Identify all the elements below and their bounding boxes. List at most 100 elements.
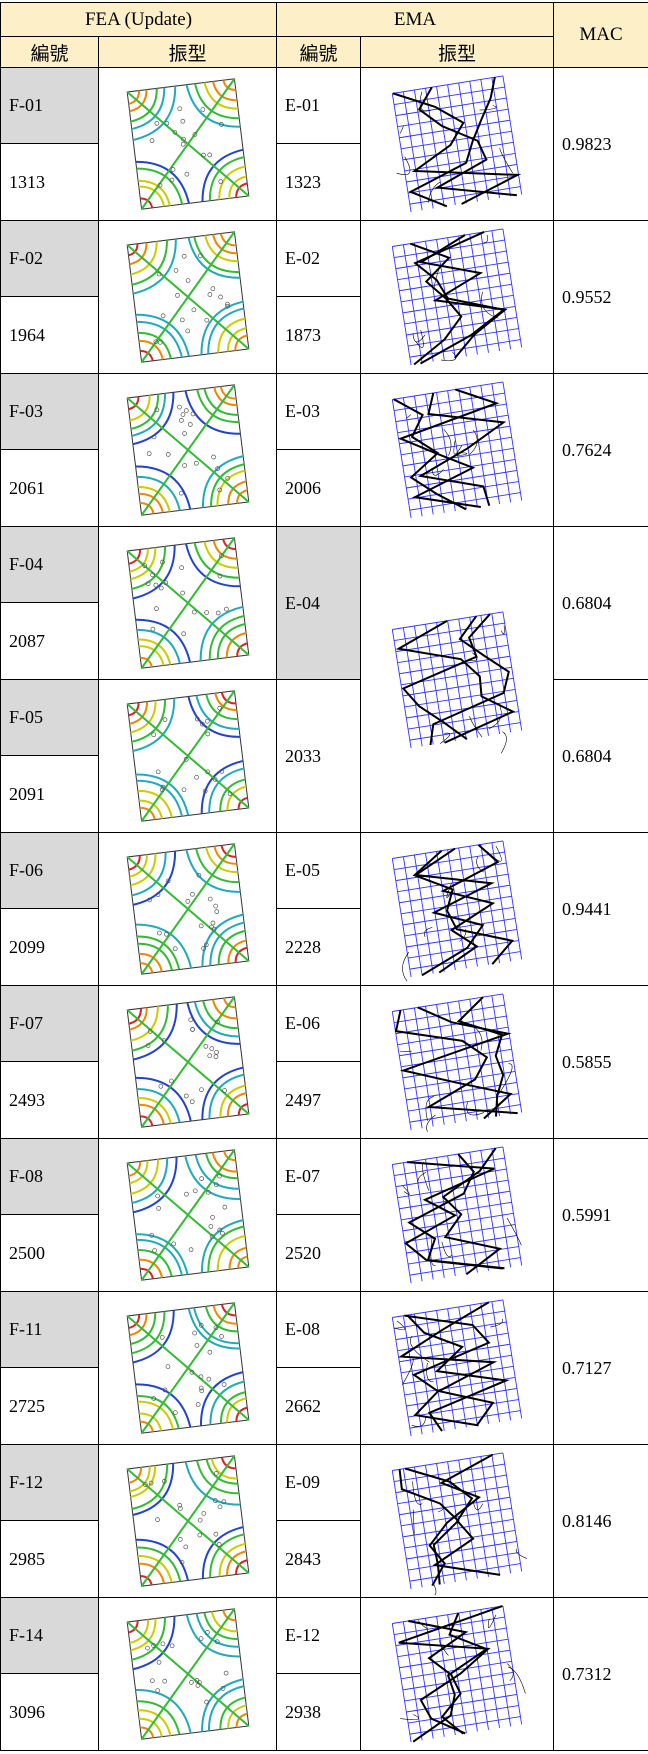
ema-freq: 2497 <box>277 1062 361 1139</box>
row: F-02E-020.9552 <box>1 221 648 297</box>
fea-image <box>99 374 277 527</box>
col-header: 振型 <box>99 37 277 68</box>
fea-freq: 2087 <box>1 603 99 680</box>
ema-mode-shape <box>387 988 527 1136</box>
ema-id: E-12 <box>277 1598 361 1674</box>
ema-id: E-07 <box>277 1139 361 1215</box>
fea-mode-shape <box>124 381 252 519</box>
ema-image <box>361 374 554 527</box>
col-header: 編號 <box>1 37 99 68</box>
fea-id: F-03 <box>1 374 99 450</box>
fea-freq: 1313 <box>1 144 99 221</box>
ema-freq: 2520 <box>277 1215 361 1292</box>
fea-freq: 2725 <box>1 1368 99 1445</box>
fea-id: F-04 <box>1 527 99 603</box>
fea-mode-shape <box>124 1146 252 1284</box>
mac-value: 0.8146 <box>554 1445 648 1598</box>
fea-image <box>99 986 277 1139</box>
fea-image <box>99 221 277 374</box>
ema-mode-shape <box>387 70 527 218</box>
fea-freq: 2500 <box>1 1215 99 1292</box>
ema-image <box>361 1139 554 1292</box>
fea-image <box>99 68 277 221</box>
ema-freq: 2006 <box>277 450 361 527</box>
mac-value: 0.9823 <box>554 68 648 221</box>
fea-mode-shape <box>124 1299 252 1437</box>
fea-freq: 3096 <box>1 1674 99 1751</box>
fea-mode-shape <box>124 840 252 978</box>
ema-image <box>361 527 554 833</box>
col-header: 編號 <box>277 37 361 68</box>
ema-header: EMA <box>277 3 554 37</box>
ema-id: E-08 <box>277 1292 361 1368</box>
ema-mode-shape <box>387 1294 527 1442</box>
fea-freq: 1964 <box>1 297 99 374</box>
ema-mode-shape <box>387 835 527 983</box>
ema-mode-shape <box>387 223 527 371</box>
ema-id: E-09 <box>277 1445 361 1521</box>
fea-mode-shape <box>124 687 252 825</box>
ema-id: E-04 <box>277 527 361 680</box>
fea-mode-shape <box>124 228 252 366</box>
ema-id: E-02 <box>277 221 361 297</box>
ema-image <box>361 1445 554 1598</box>
mode-table: FEA (Update) EMA MAC 編號 振型 編號 振型 F-01E-0… <box>0 2 648 1751</box>
ema-image <box>361 68 554 221</box>
fea-header: FEA (Update) <box>1 3 277 37</box>
ema-image <box>361 986 554 1139</box>
ema-id: E-01 <box>277 68 361 144</box>
mac-value: 0.9552 <box>554 221 648 374</box>
ema-freq: 2033 <box>277 680 361 833</box>
fea-freq: 2061 <box>1 450 99 527</box>
fea-id: F-14 <box>1 1598 99 1674</box>
fea-freq: 2985 <box>1 1521 99 1598</box>
fea-freq: 2099 <box>1 909 99 986</box>
ema-freq: 1873 <box>277 297 361 374</box>
fea-id: F-08 <box>1 1139 99 1215</box>
fea-id: F-05 <box>1 680 99 756</box>
ema-id: E-03 <box>277 374 361 450</box>
fea-id: F-01 <box>1 68 99 144</box>
ema-image <box>361 1292 554 1445</box>
fea-image <box>99 1445 277 1598</box>
mac-value: 0.6804 <box>554 527 648 680</box>
ema-image <box>361 1598 554 1751</box>
mac-value: 0.5991 <box>554 1139 648 1292</box>
ema-id: E-06 <box>277 986 361 1062</box>
fea-id: F-12 <box>1 1445 99 1521</box>
fea-image <box>99 1292 277 1445</box>
fea-mode-shape <box>124 1452 252 1590</box>
fea-mode-shape <box>124 75 252 213</box>
ema-freq: 2228 <box>277 909 361 986</box>
fea-id: F-06 <box>1 833 99 909</box>
ema-image <box>361 833 554 986</box>
ema-freq: 1323 <box>277 144 361 221</box>
ema-mode-shape <box>387 606 527 754</box>
mac-value: 0.9441 <box>554 833 648 986</box>
ema-freq: 2662 <box>277 1368 361 1445</box>
fea-freq: 2091 <box>1 756 99 833</box>
fea-freq: 2493 <box>1 1062 99 1139</box>
fea-id: F-11 <box>1 1292 99 1368</box>
ema-freq: 2843 <box>277 1521 361 1598</box>
mac-value: 0.5855 <box>554 986 648 1139</box>
fea-id: F-07 <box>1 986 99 1062</box>
fea-image <box>99 680 277 833</box>
fea-mode-shape <box>124 1605 252 1743</box>
fea-image <box>99 1598 277 1751</box>
ema-image <box>361 221 554 374</box>
mac-value: 0.7312 <box>554 1598 648 1751</box>
fea-image <box>99 527 277 680</box>
ema-id: E-05 <box>277 833 361 909</box>
fea-id: F-02 <box>1 221 99 297</box>
mac-value: 0.7624 <box>554 374 648 527</box>
ema-freq: 2938 <box>277 1674 361 1751</box>
mac-value: 0.7127 <box>554 1292 648 1445</box>
mac-value: 0.6804 <box>554 680 648 833</box>
